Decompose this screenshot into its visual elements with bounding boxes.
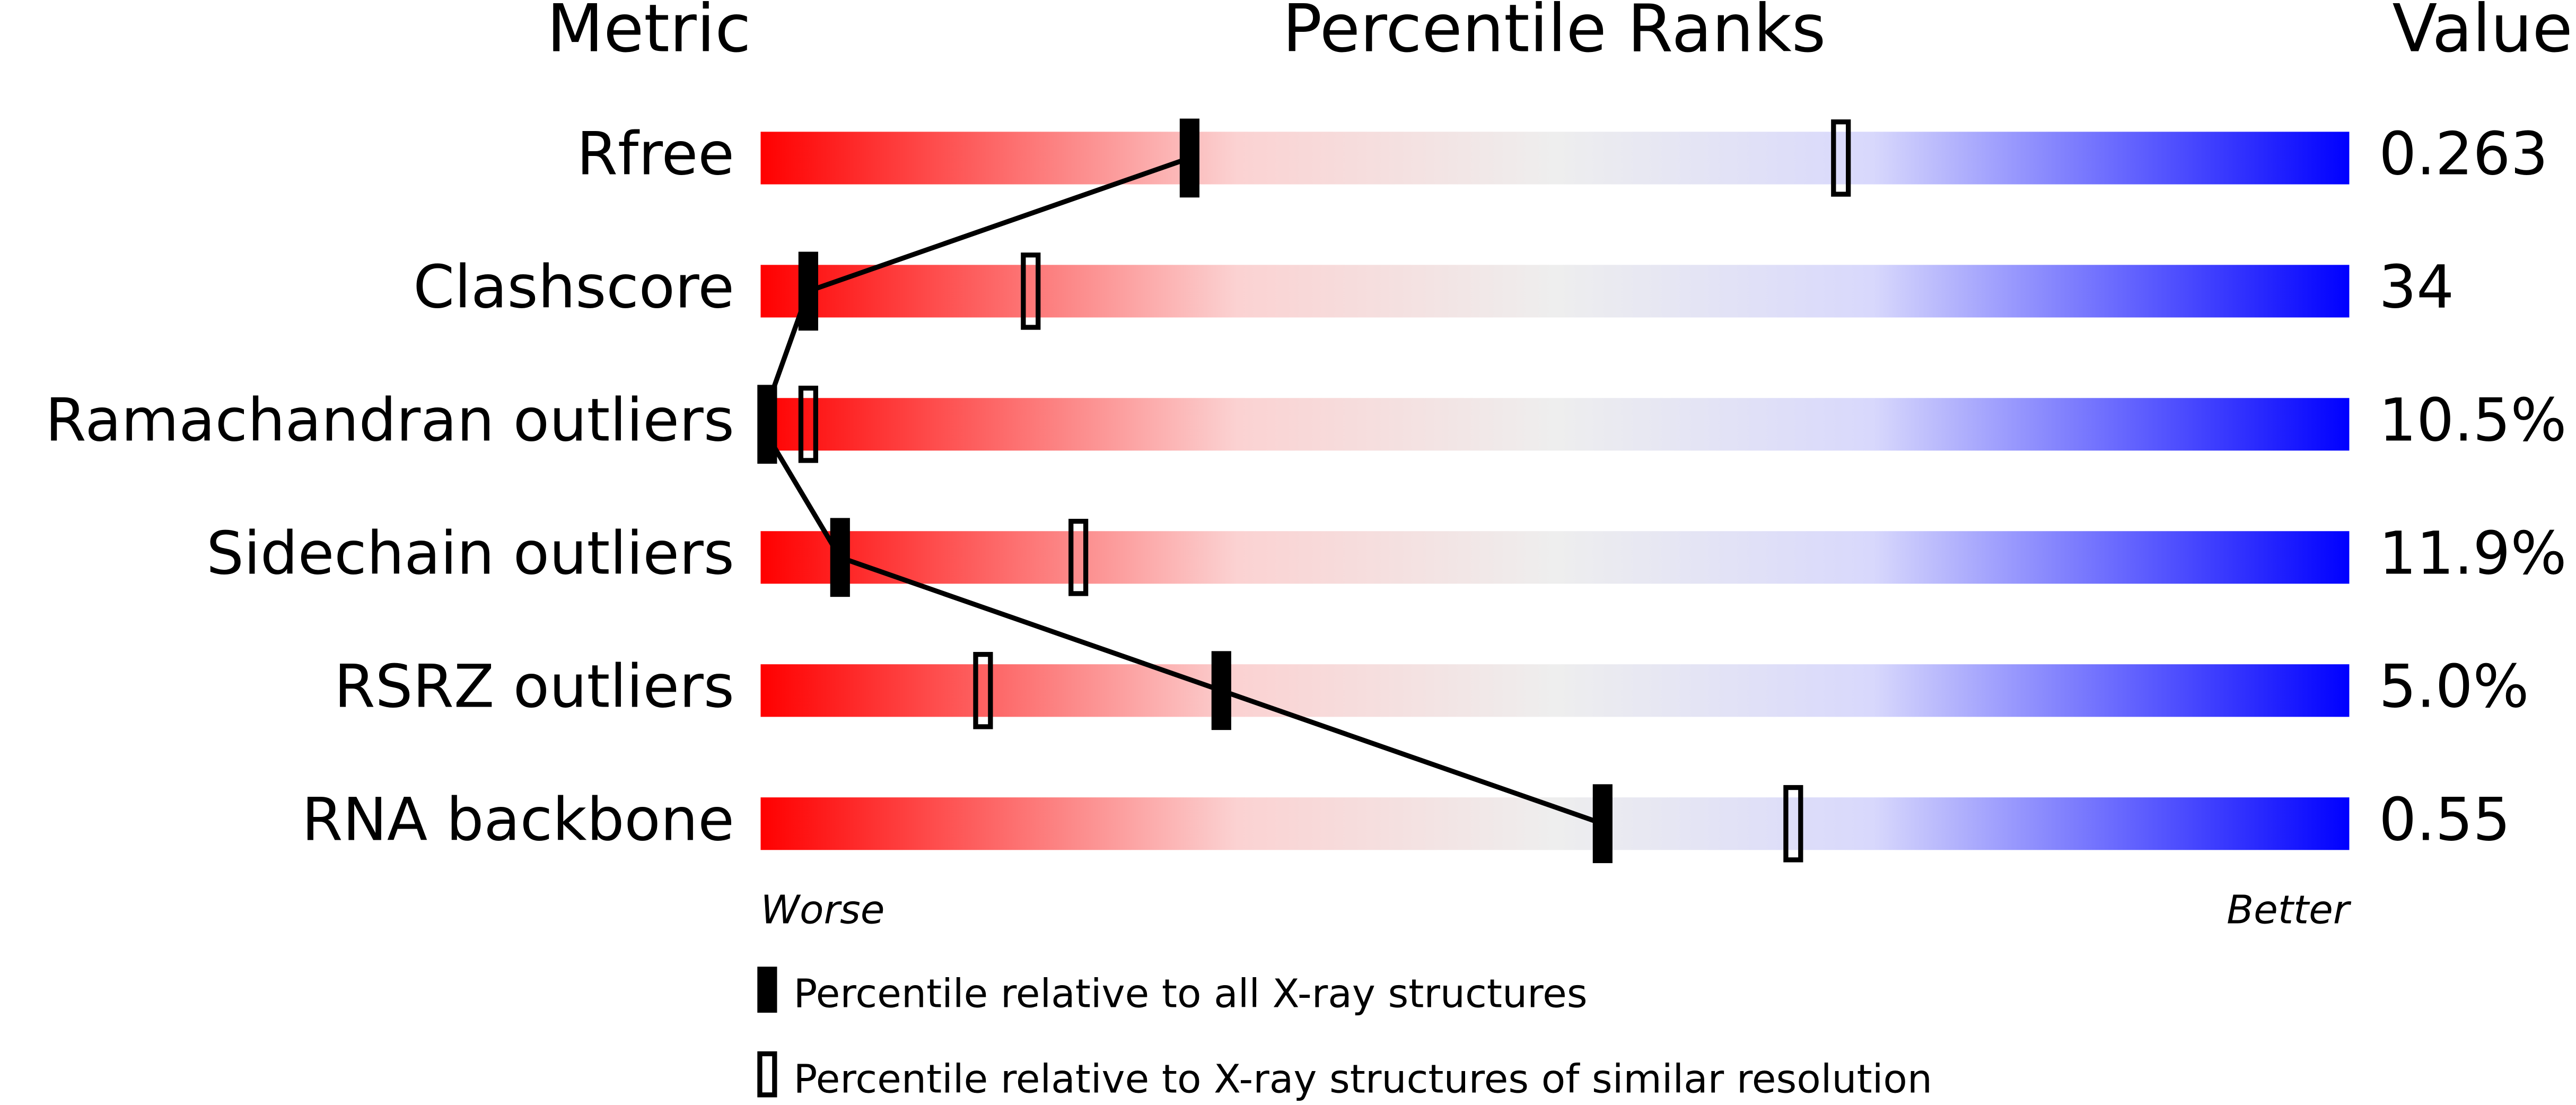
metric-label: Ramachandran outliers	[45, 386, 734, 455]
metric-value: 5.0%	[2379, 652, 2529, 721]
similar-resolution-marker	[1068, 518, 1089, 596]
metric-label: RSRZ outliers	[334, 652, 734, 721]
metric-value: 11.9%	[2379, 519, 2566, 588]
similar-resolution-marker	[1831, 119, 1851, 197]
metric-value: 34	[2379, 253, 2454, 322]
metric-label: Clashscore	[413, 253, 734, 322]
metric-value: 10.5%	[2379, 386, 2566, 455]
column-header: Metric	[547, 0, 751, 67]
slider-bar	[760, 531, 2350, 584]
metric-label: Sidechain outliers	[206, 519, 734, 588]
all-structures-marker	[830, 518, 850, 597]
slider-bar	[760, 398, 2350, 451]
similar-resolution-marker	[1783, 785, 1803, 863]
slider-bar	[760, 265, 2350, 318]
legend-label: Percentile relative to X-ray structures …	[793, 1056, 1932, 1102]
metric-label: RNA backbone	[302, 785, 734, 854]
chart-title: Percentile Ranks	[1282, 0, 1826, 67]
worse-label: Worse	[760, 887, 884, 933]
legend-swatch	[757, 1051, 777, 1098]
all-structures-marker	[1211, 651, 1231, 730]
all-structures-marker	[1592, 784, 1613, 864]
column-header: Value	[2393, 0, 2573, 67]
slider-bar	[760, 132, 2350, 185]
all-structures-marker	[757, 385, 777, 464]
similar-resolution-marker	[1021, 253, 1041, 330]
metric-value: 0.55	[2379, 785, 2510, 854]
connector-line	[758, 155, 1604, 826]
all-structures-marker	[798, 251, 818, 331]
legend-swatch	[757, 967, 777, 1013]
metric-label: Rfree	[577, 120, 734, 189]
slider-bar	[760, 664, 2350, 717]
similar-resolution-marker	[973, 651, 993, 729]
metric-value: 0.263	[2379, 120, 2548, 189]
legend-label: Percentile relative to all X-ray structu…	[793, 971, 1587, 1017]
all-structures-marker	[1179, 118, 1199, 198]
similar-resolution-marker	[798, 386, 818, 463]
better-label: Better	[2227, 887, 2352, 933]
